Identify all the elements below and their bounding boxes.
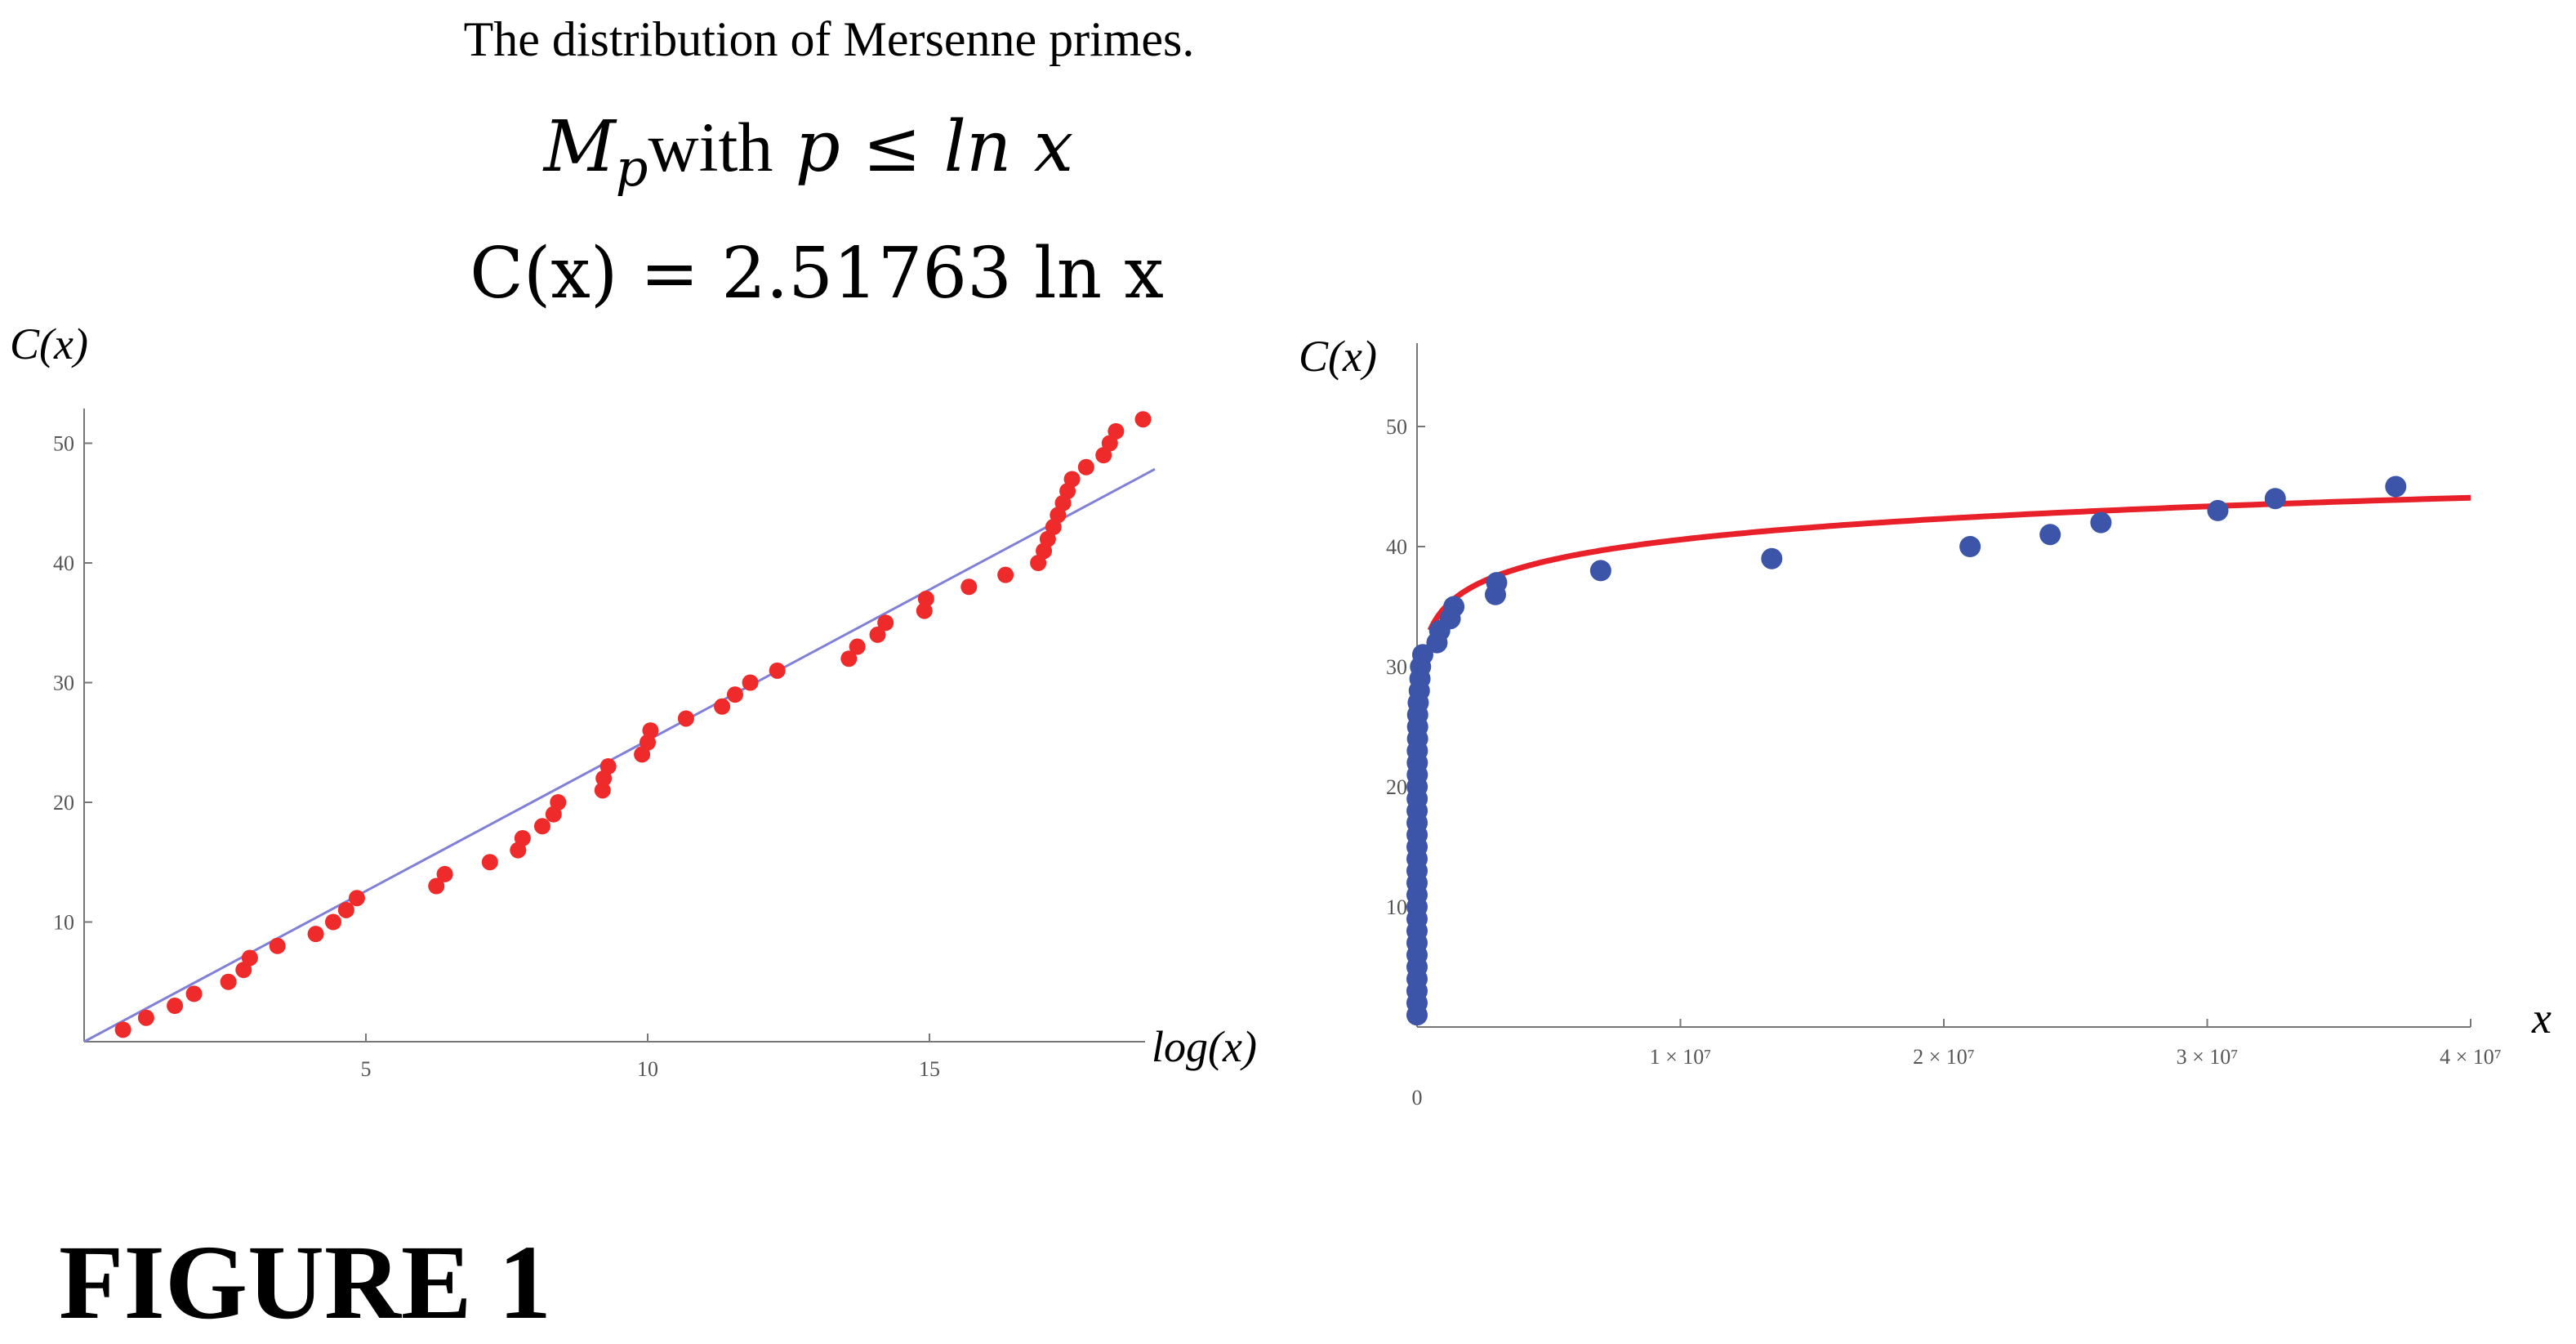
left-data-point	[960, 578, 978, 596]
right-data-point	[1406, 1004, 1428, 1026]
left-data-point	[167, 998, 184, 1015]
right-data-point	[2090, 511, 2112, 534]
right-data-point	[2039, 524, 2061, 546]
right-data-point	[1426, 632, 1448, 654]
left-data-point	[114, 1021, 131, 1038]
left-data-point	[642, 722, 659, 739]
formula-subscript: p	[615, 138, 648, 199]
left-data-point	[307, 926, 324, 943]
left-data-point	[185, 985, 203, 1002]
right-y-tick-label: 20	[1386, 775, 1407, 799]
right-x-tick-label: 2 × 10⁷	[1913, 1045, 1975, 1069]
left-y-tick-label: 50	[53, 432, 74, 456]
right-data-point	[1761, 547, 1783, 569]
right-y-axis-title: C(x)	[1299, 332, 1377, 381]
left-data-point	[324, 913, 341, 931]
right-data-point	[2207, 499, 2229, 521]
formula-m: M	[543, 106, 616, 188]
right-data-point	[1589, 560, 1611, 582]
right-y-tick-label: 40	[1386, 535, 1407, 559]
left-data-point	[769, 662, 786, 679]
left-data-point	[677, 710, 694, 727]
left-data-point	[348, 890, 365, 907]
left-data-point	[917, 590, 934, 607]
left-data-point	[1108, 422, 1125, 440]
left-x-axis-title: log(x)	[1152, 1022, 1257, 1071]
formula-inequality: p ≤ ln x	[795, 106, 1074, 188]
right-x-tick-label: 4 × 10⁷	[2440, 1045, 2502, 1069]
left-data-point	[714, 698, 731, 715]
left-data-point	[840, 650, 858, 668]
left-data-point	[997, 566, 1014, 583]
right-x-tick-label: 1 × 10⁷	[1650, 1045, 1712, 1069]
left-y-tick-label: 30	[53, 672, 74, 695]
left-y-tick-label: 10	[53, 911, 74, 935]
left-x-tick-label: 15	[919, 1057, 940, 1081]
right-y-tick-label: 50	[1386, 415, 1407, 439]
formula-fit-text: C(x) = 2.51763 ln x	[470, 233, 1164, 315]
right-x-tick-label: 0	[1412, 1086, 1423, 1110]
left-data-point	[436, 865, 453, 882]
right-data-point	[1959, 536, 1981, 557]
left-data-point	[481, 854, 498, 871]
left-data-point	[514, 829, 531, 846]
left-data-point	[1063, 471, 1081, 488]
left-data-point	[337, 901, 354, 918]
left-y-tick-label: 20	[53, 791, 74, 815]
figure-label: FIGURE 1	[59, 1224, 552, 1342]
left-data-point	[916, 602, 933, 619]
right-y-tick-label: 10	[1386, 895, 1407, 919]
right-x-axis-title: x	[2532, 993, 2551, 1043]
formula-with: with	[648, 108, 773, 186]
left-data-point	[594, 782, 611, 799]
formula-fit: C(x) = 2.51763 ln x	[8, 233, 1625, 315]
left-data-point	[742, 674, 759, 691]
right-data-point	[1484, 583, 1506, 605]
left-data-point	[869, 626, 886, 643]
right-x-tick-label: 3 × 10⁷	[2177, 1045, 2239, 1069]
left-data-point	[533, 818, 550, 835]
right-y-tick-label: 30	[1386, 655, 1407, 679]
left-fit-line	[83, 467, 1156, 1043]
left-x-tick-label: 5	[361, 1057, 372, 1081]
left-data-point	[1134, 411, 1152, 428]
left-data-point	[877, 614, 894, 632]
left-data-point	[599, 758, 617, 775]
left-data-point	[241, 949, 258, 967]
left-data-point	[1077, 458, 1094, 476]
right-data-point	[2385, 476, 2407, 498]
left-x-tick-label: 10	[637, 1057, 658, 1081]
left-y-axis-title: C(x)	[10, 319, 88, 368]
left-y-tick-label: 40	[53, 551, 74, 575]
left-data-point	[137, 1009, 154, 1026]
left-data-point	[428, 877, 445, 895]
left-data-point	[726, 686, 743, 703]
right-data-point	[2264, 488, 2286, 510]
formula-condition: Mpwith p ≤ ln x	[0, 106, 1617, 198]
left-data-point	[849, 638, 866, 655]
chart-title: The distribution of Mersenne primes.	[463, 12, 1195, 66]
left-data-point	[550, 794, 567, 810]
right-fit-curve	[1427, 494, 2471, 632]
left-data-point	[220, 973, 237, 990]
left-data-point	[269, 937, 286, 954]
